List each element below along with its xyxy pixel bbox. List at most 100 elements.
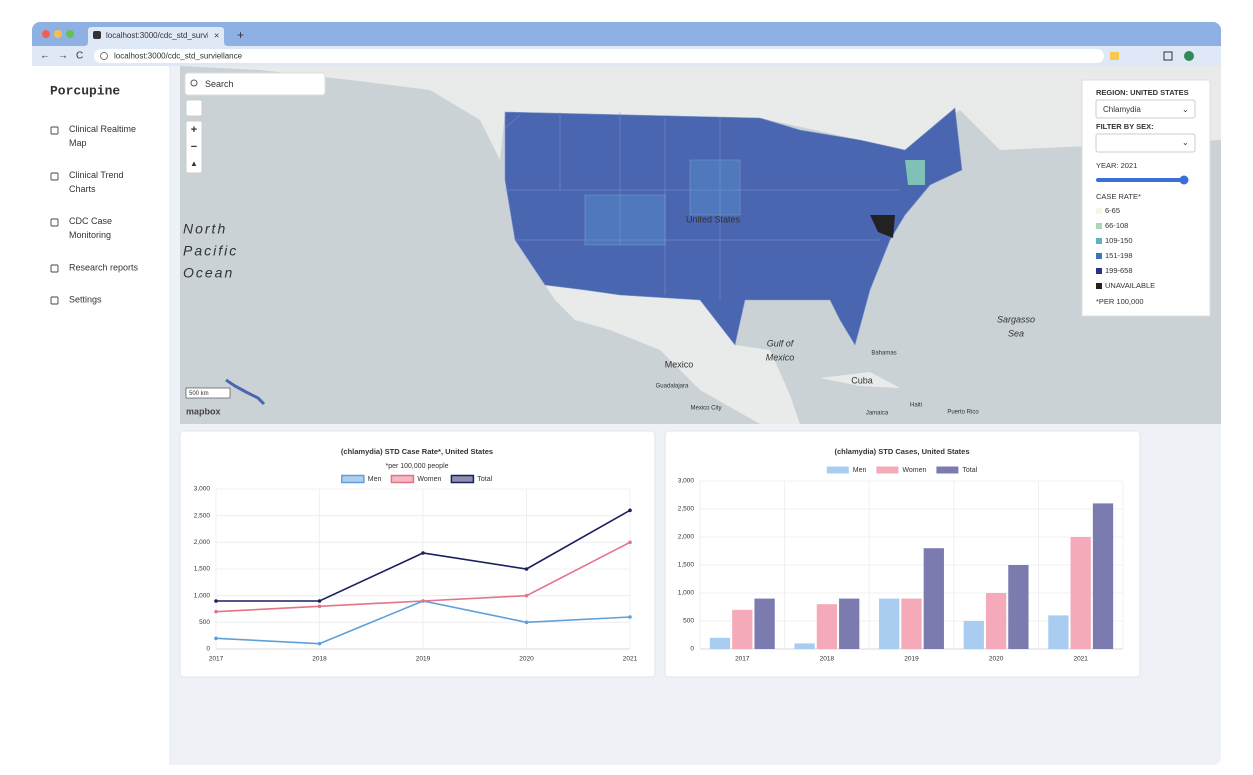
y-tick-label: 0 bbox=[690, 646, 694, 653]
bin-label: UNAVAILABLE bbox=[1105, 281, 1155, 290]
zoom-out[interactable]: − bbox=[191, 141, 197, 153]
series-point bbox=[421, 599, 425, 603]
nav-item[interactable]: Clinical Trend Charts bbox=[50, 170, 124, 194]
extension-icon[interactable] bbox=[1110, 52, 1119, 60]
choropleth-hawaii[interactable] bbox=[225, 378, 266, 406]
address-bar[interactable] bbox=[94, 49, 1104, 63]
map: United States Mexico Gulf of Mexico Cuba Sarg… bbox=[180, 66, 1221, 424]
nav-label: Clinical Realtime Map bbox=[69, 124, 136, 148]
map-labels: United States Mexico Gulf of Mexico Cuba Sarg… bbox=[656, 214, 1035, 416]
profile-avatar[interactable] bbox=[1184, 51, 1194, 61]
x-tick-label: 2020 bbox=[519, 656, 534, 663]
nav-item[interactable]: CDC Case Monitoring bbox=[50, 216, 112, 240]
choropleth-us[interactable] bbox=[504, 107, 963, 346]
legend-label[interactable]: Total bbox=[962, 467, 977, 474]
year-slider-thumb[interactable] bbox=[1179, 175, 1189, 185]
legend-swatch[interactable] bbox=[826, 466, 849, 474]
nav-icon bbox=[50, 296, 59, 305]
nav-item[interactable]: Settings bbox=[50, 294, 102, 305]
sex-select[interactable] bbox=[1095, 133, 1196, 153]
choropleth-vt[interactable] bbox=[905, 160, 925, 185]
nav-label: CDC Case Monitoring bbox=[69, 216, 112, 240]
bar bbox=[732, 609, 753, 649]
bin-label: 109-150 bbox=[1105, 236, 1133, 245]
bar bbox=[963, 621, 984, 649]
legend: Men Women Total bbox=[826, 466, 978, 474]
nav-label: Research reports bbox=[69, 262, 139, 272]
legend-swatch[interactable] bbox=[936, 466, 959, 474]
legend-swatch[interactable] bbox=[876, 466, 899, 474]
choropleth-unavailable[interactable] bbox=[870, 215, 895, 238]
bin-swatch bbox=[1096, 208, 1102, 214]
land-cuba bbox=[820, 372, 900, 388]
filter-label: FILTER BY SEX: bbox=[1096, 122, 1154, 131]
ocean-label: Ocean bbox=[183, 265, 234, 281]
bar bbox=[1008, 565, 1029, 649]
map-label: Cuba bbox=[851, 375, 873, 385]
bin-swatch bbox=[1096, 283, 1102, 289]
search-icon bbox=[190, 79, 198, 87]
legend-swatch[interactable] bbox=[390, 474, 415, 484]
x-tick-label: 2020 bbox=[989, 656, 1004, 663]
chart-card: (chlamydia) STD Case Rate*, United State… bbox=[179, 430, 656, 678]
url: localhost:3000/cdc_std_surviellance bbox=[114, 52, 243, 61]
legend-label[interactable]: Women bbox=[902, 467, 926, 474]
bin-swatch bbox=[1096, 238, 1102, 244]
y-tick-label: 2,000 bbox=[194, 539, 211, 546]
y-tick-label: 3,000 bbox=[194, 486, 211, 493]
fullscreen-button[interactable] bbox=[185, 99, 203, 117]
chart-title: (chlamydia) STD Case Rate*, United State… bbox=[341, 447, 493, 456]
reload-button[interactable]: C bbox=[76, 51, 83, 62]
bar bbox=[901, 598, 922, 649]
bar bbox=[923, 548, 944, 649]
close-dot[interactable] bbox=[42, 30, 50, 38]
legend-label[interactable]: Men bbox=[853, 467, 867, 474]
nav-item[interactable]: Research reports bbox=[50, 262, 139, 273]
legend-label[interactable]: Women bbox=[417, 476, 441, 483]
back-button[interactable]: ← bbox=[40, 51, 50, 62]
legend-swatch[interactable] bbox=[450, 474, 475, 484]
x-tick-label: 2017 bbox=[209, 656, 224, 663]
nav-icon bbox=[50, 218, 59, 227]
nav-label: Clinical Trend Charts bbox=[69, 170, 124, 194]
bar bbox=[1070, 537, 1091, 649]
bin-label: 199-658 bbox=[1105, 266, 1133, 275]
new-tab[interactable]: + bbox=[237, 28, 244, 42]
nav-icon bbox=[50, 264, 59, 273]
nav-item[interactable]: Clinical Realtime Map bbox=[50, 124, 136, 148]
sidebar bbox=[32, 66, 170, 765]
zoom-in[interactable]: + bbox=[191, 124, 197, 136]
y-tick-label: 2,000 bbox=[678, 534, 695, 541]
search-box[interactable] bbox=[184, 72, 326, 96]
legend-swatch[interactable] bbox=[341, 474, 365, 484]
map-label: Haiti bbox=[910, 403, 922, 409]
minimize-dot[interactable] bbox=[54, 30, 62, 38]
disease-value: Chlamydia bbox=[1103, 105, 1141, 114]
sidepanel-icon[interactable] bbox=[1163, 51, 1173, 61]
zoom-dot[interactable] bbox=[66, 30, 74, 38]
legend-label[interactable]: Men bbox=[368, 476, 382, 483]
tab-close[interactable]: × bbox=[214, 30, 219, 40]
forward-button[interactable]: → bbox=[58, 51, 68, 62]
series-point bbox=[317, 641, 322, 646]
case-rate-label: CASE RATE* bbox=[1096, 192, 1141, 201]
series-point bbox=[421, 551, 425, 555]
search-placeholder: Search bbox=[205, 79, 234, 89]
active-tab[interactable] bbox=[84, 27, 228, 46]
attribution[interactable]: mapbox bbox=[186, 406, 221, 416]
chart-title: (chlamydia) STD Cases, United States bbox=[834, 447, 969, 456]
bin-swatch bbox=[1096, 268, 1102, 274]
bar bbox=[839, 598, 860, 649]
year-slider[interactable] bbox=[1096, 178, 1186, 182]
series-point bbox=[524, 593, 529, 598]
disease-select[interactable] bbox=[1095, 99, 1196, 119]
legend-label[interactable]: Total bbox=[477, 476, 492, 483]
bin-swatch bbox=[1096, 253, 1102, 259]
site-info[interactable] bbox=[100, 52, 108, 60]
tab-strip bbox=[32, 22, 1221, 46]
nav-label: Settings bbox=[69, 294, 102, 304]
compass[interactable]: ▲ bbox=[190, 159, 198, 168]
map-label: Puerto Rico bbox=[947, 410, 979, 416]
series-point bbox=[524, 620, 529, 625]
